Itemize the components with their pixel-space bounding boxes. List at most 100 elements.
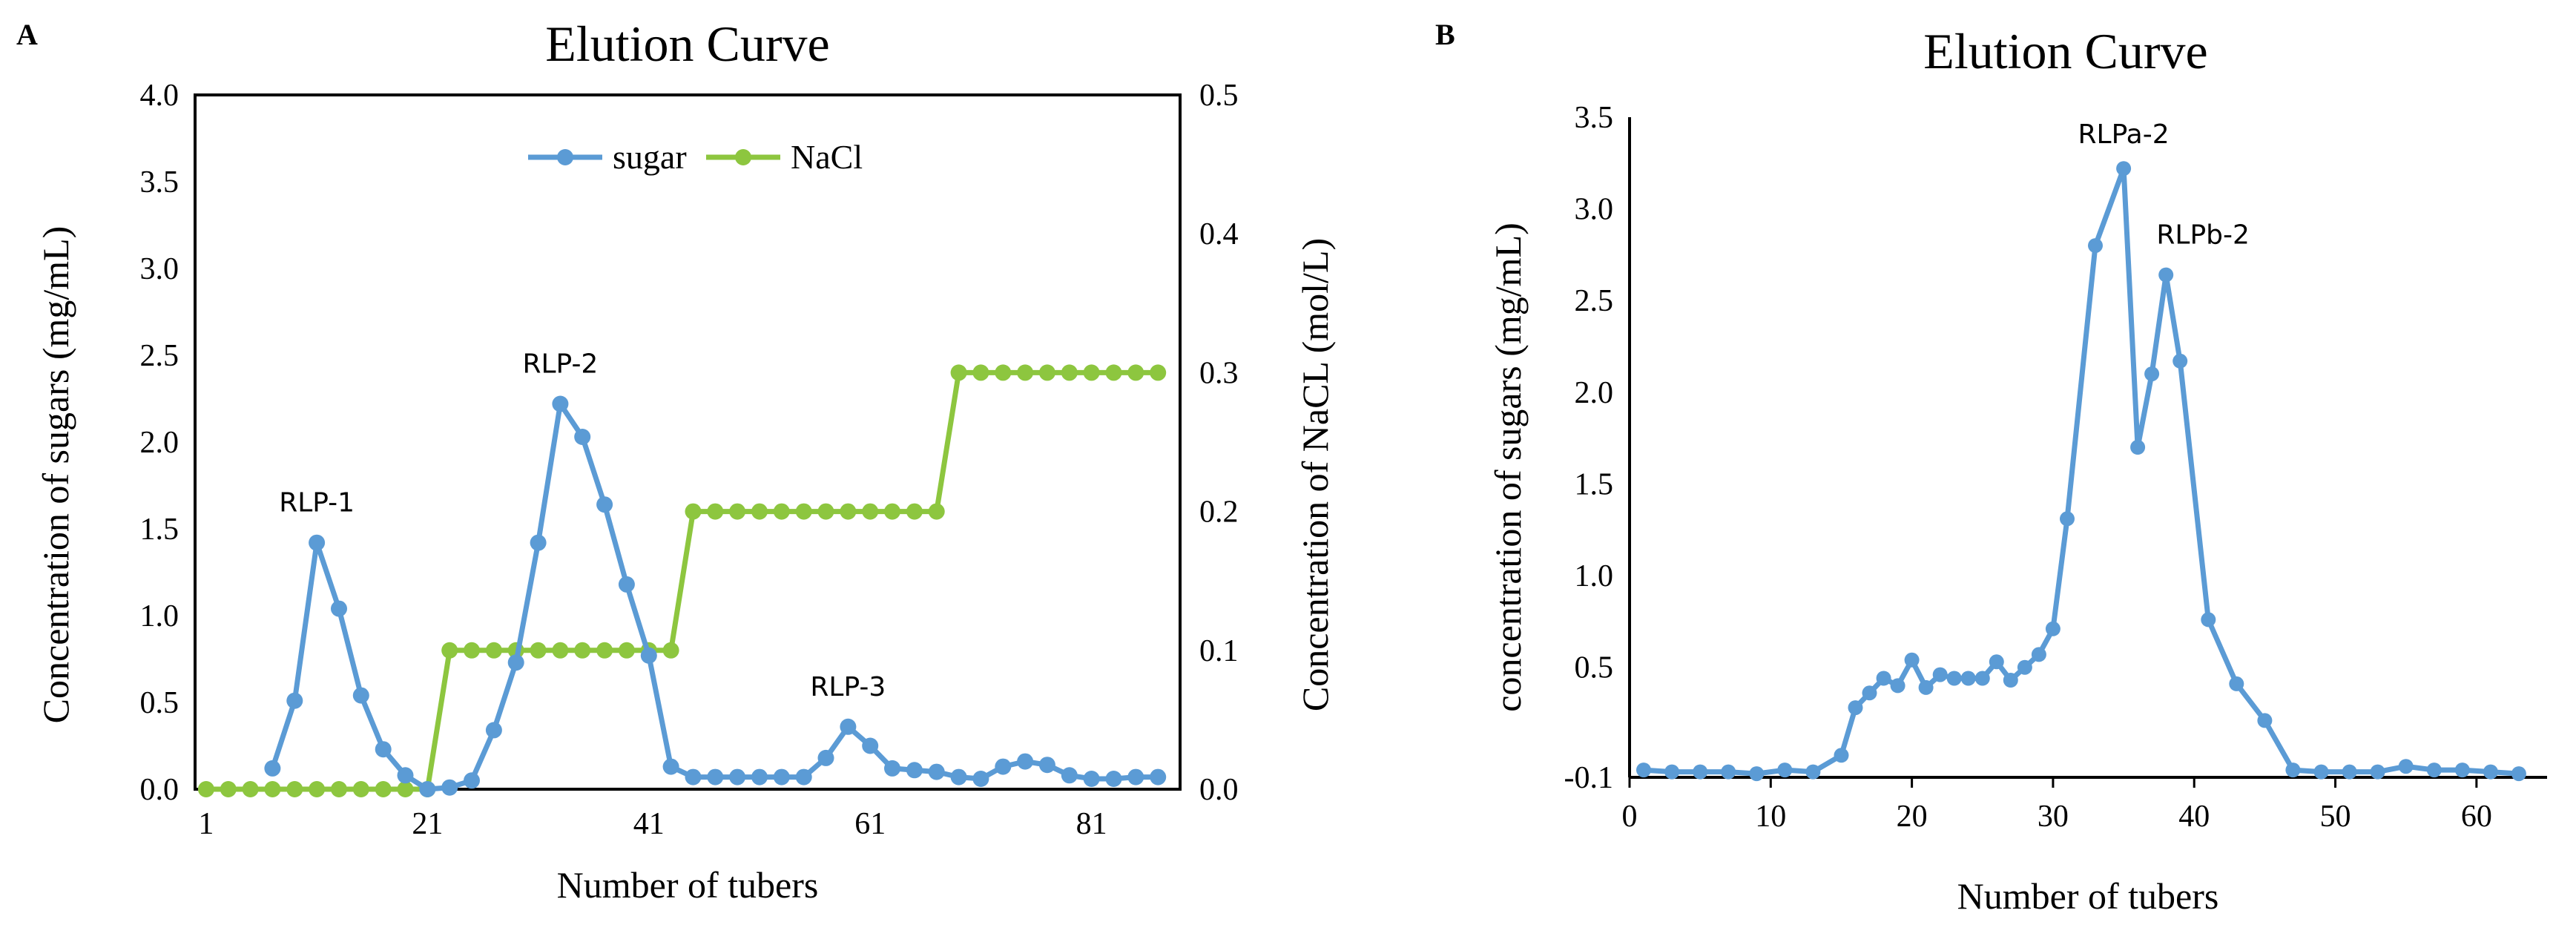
data-point-sugar [375,741,392,758]
data-point-sugar [2454,763,2470,778]
data-point-nacl [950,364,967,381]
legend-sugar-label: sugar [613,138,687,176]
data-point-sugar [2342,764,2357,780]
data-point-sugar [1127,768,1144,785]
data-point-sugar [309,534,326,551]
data-point-sugar [1834,748,1849,763]
panel-b-y-axis-label: concentration of sugars (mg/mL) [1487,223,1529,712]
data-point-nacl [906,503,923,520]
y-tick-label: 3.5 [1575,101,1614,135]
data-point-nacl [662,642,679,659]
y-tick-label: 1.0 [140,599,179,633]
x-tick-label: 30 [2038,800,2069,834]
data-point-sugar [1876,671,1891,686]
y2-tick-label: 0.2 [1199,495,1239,530]
data-point-sugar [995,758,1012,775]
panel-a-plot-frame [194,93,1182,791]
y-tick-label: 2.5 [140,339,179,373]
panel-a-y2-axis-label: Concentration of NaCL (mol/L) [1294,238,1336,711]
data-point-sugar [685,768,702,785]
data-point-sugar [1664,764,1680,780]
y-tick-label: 0.5 [1575,651,1614,685]
data-point-sugar [596,496,613,513]
data-point-nacl [220,781,237,797]
data-point-sugar [1946,671,1962,686]
panel-b-series [1636,161,2526,782]
data-point-sugar [2003,673,2018,688]
data-point-nacl [1038,364,1055,381]
x-tick-label: 50 [2320,800,2351,834]
data-point-sugar [2370,764,2385,780]
panel-a-legend: sugar NaCl [528,138,863,176]
data-point-sugar [286,692,303,709]
data-point-nacl [309,781,326,797]
y2-tick-label: 0.0 [1199,773,1239,807]
data-point-sugar [1989,654,2004,670]
data-point-sugar [795,768,812,785]
panel-a-x-axis-label: Number of tubers [557,864,819,906]
data-point-sugar [1749,766,1765,782]
x-tick-label: 60 [2461,800,2492,834]
data-point-nacl [685,503,702,520]
data-point-nacl [995,364,1012,381]
data-point-sugar [530,534,547,551]
data-point-sugar [2483,764,2498,780]
data-point-sugar [2130,440,2146,455]
peak-label: RLPa-2 [2078,119,2170,150]
data-point-nacl [795,503,812,520]
data-point-sugar [2158,267,2174,283]
data-point-nacl [707,503,724,520]
panel-b-title: Elution Curve [1923,23,2207,79]
data-point-sugar [1805,764,1821,780]
panel-a-y-axis-label: Concentration of sugars (mg/mL) [35,226,76,724]
data-point-sugar [950,768,967,785]
x-tick-label: 10 [1755,800,1786,834]
data-point-sugar [441,779,458,796]
x-tick-label: 61 [854,807,886,841]
y-tick-label: 3.0 [140,252,179,286]
data-point-sugar [2285,763,2301,778]
data-point-nacl [1127,364,1144,381]
y2-tick-label: 0.1 [1199,634,1239,668]
y-tick-label: 1.5 [1575,467,1614,501]
data-point-nacl [485,642,502,659]
data-point-nacl [574,642,591,659]
panel-b-y-ticks: -0.1 0.5 1.0 1.5 2.0 2.5 3.0 3.5 [1564,101,1614,795]
y2-tick-label: 0.3 [1199,356,1239,390]
panel-a-y2-ticks: 0.0 0.1 0.2 0.3 0.4 0.5 [1199,79,1239,807]
y-tick-label: 1.5 [140,513,179,547]
data-point-sugar [2060,511,2075,527]
peak-label: RLP-1 [279,488,355,518]
x-tick-label: 40 [2178,800,2210,834]
data-point-nacl [840,503,857,520]
data-point-nacl [286,781,303,797]
data-point-sugar [464,772,480,789]
data-point-nacl [862,503,879,520]
data-point-sugar [1038,757,1055,774]
data-point-sugar [618,576,635,593]
data-point-sugar [1061,767,1078,784]
data-point-sugar [2045,621,2061,636]
peak-label: RLP-3 [810,672,886,702]
data-point-nacl [596,642,613,659]
data-point-nacl [352,781,369,797]
data-point-nacl [397,781,414,797]
data-point-sugar [707,768,724,785]
panel-a-y-ticks: 0.0 0.5 1.0 1.5 2.0 2.5 3.0 3.5 4.0 [140,79,179,807]
data-point-sugar [2173,353,2188,369]
data-point-nacl [331,781,347,797]
data-point-nacl [197,781,214,797]
data-point-sugar [2398,759,2414,774]
data-point-sugar [1904,652,1920,668]
panel-b-annotations: RLPa-2 RLPb-2 [2078,119,2250,250]
data-point-sugar [729,768,746,785]
x-tick-label: 21 [412,807,443,841]
data-point-sugar [2229,676,2244,691]
data-point-sugar [1848,700,1863,716]
data-point-nacl [530,642,547,659]
x-tick-label: 1 [198,807,214,841]
data-point-sugar [2511,766,2526,782]
y-tick-label: 1.0 [1575,559,1614,593]
data-point-sugar [751,768,768,785]
panel-a-series [197,364,1167,797]
